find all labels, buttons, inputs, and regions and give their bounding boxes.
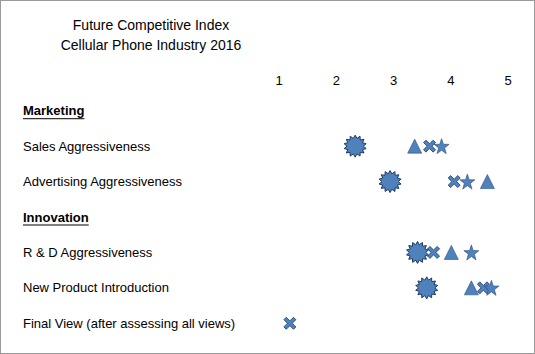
svg-text:1: 1	[275, 73, 282, 88]
svg-text:New Product Introduction: New Product Introduction	[23, 280, 169, 295]
svg-text:Innovation: Innovation	[23, 210, 89, 225]
svg-text:R & D Aggressiveness: R & D Aggressiveness	[23, 245, 153, 260]
svg-text:Cellular Phone Industry 2016: Cellular Phone Industry 2016	[61, 37, 242, 53]
svg-text:Final View (after assessing al: Final View (after assessing all views)	[23, 316, 235, 331]
svg-text:3: 3	[390, 73, 397, 88]
svg-text:Sales Aggressiveness: Sales Aggressiveness	[23, 139, 151, 154]
svg-text:Future Competitive Index: Future Competitive Index	[73, 17, 229, 33]
svg-text:Advertising Aggressiveness: Advertising Aggressiveness	[23, 174, 182, 189]
svg-text:5: 5	[504, 73, 511, 88]
svg-text:2: 2	[333, 73, 340, 88]
svg-text:4: 4	[447, 73, 454, 88]
svg-text:Marketing: Marketing	[23, 103, 84, 118]
